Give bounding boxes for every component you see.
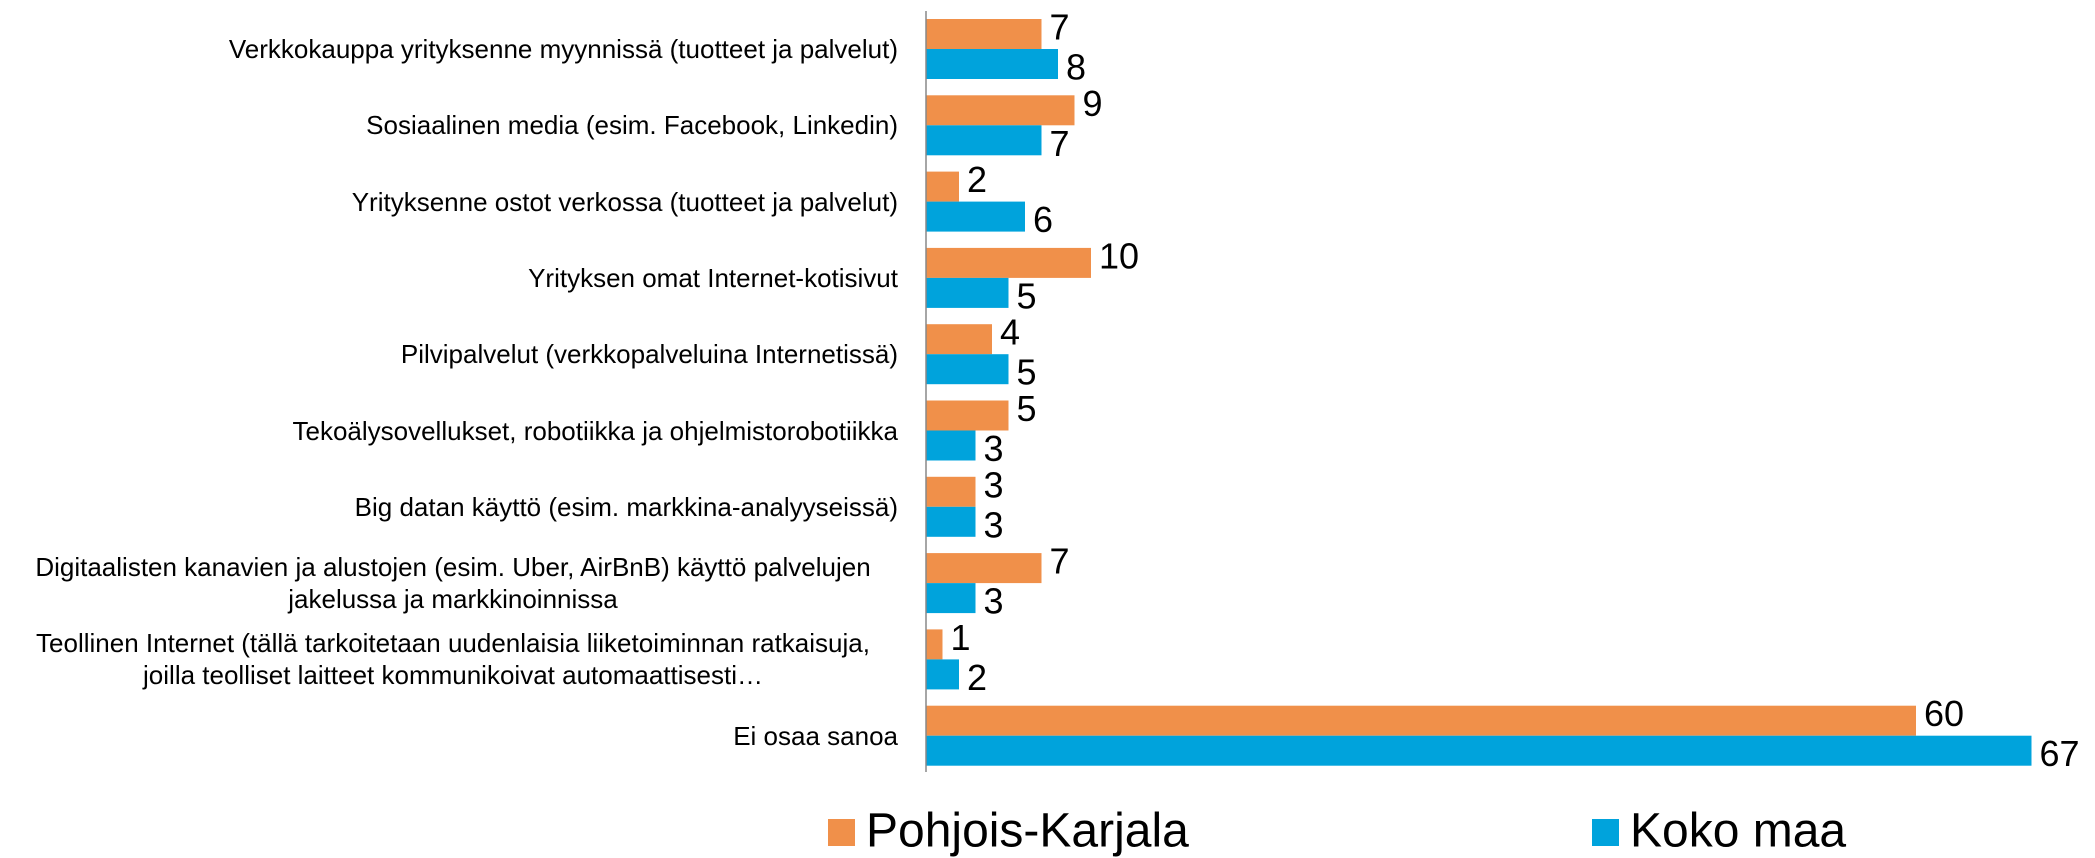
bar xyxy=(926,49,1058,79)
bar xyxy=(926,201,1025,232)
category-text: Yrityksen omat Internet-kotisivut xyxy=(528,262,898,293)
category-text: Teollinen Internet (tällä tarkoitetaan u… xyxy=(36,628,870,691)
bar xyxy=(926,354,1009,385)
data-label: 7 xyxy=(1050,123,1070,164)
category-text: Sosiaalinen media (esim. Facebook, Linke… xyxy=(366,110,898,141)
category-label: Ei osaa sanoa xyxy=(8,698,898,774)
category-label: Tekoälysovellukset, robotiikka ja ohjelm… xyxy=(8,393,898,469)
data-label: 5 xyxy=(1017,275,1037,316)
category-label: Pilvipalvelut (verkkopalveluina Internet… xyxy=(8,316,898,392)
bar xyxy=(926,400,1009,431)
data-label: 7 xyxy=(1050,541,1070,582)
data-label: 6 xyxy=(1033,199,1053,240)
data-label: 1 xyxy=(951,617,971,658)
category-label: Big datan käyttö (esim. markkina-analyys… xyxy=(8,469,898,545)
bar xyxy=(926,125,1042,156)
bar xyxy=(926,277,1009,308)
category-text: Big datan käyttö (esim. markkina-analyys… xyxy=(354,491,898,522)
data-label: 2 xyxy=(967,159,987,200)
category-text: Verkkokauppa yrityksenne myynnissä (tuot… xyxy=(228,34,898,64)
bar xyxy=(926,171,959,202)
data-label: 60 xyxy=(1924,693,1964,734)
category-text: Digitaalisten kanavien ja alustojen (esi… xyxy=(35,552,871,615)
category-label: Teollinen Internet (tällä tarkoitetaan u… xyxy=(8,621,898,697)
bar xyxy=(926,247,1091,278)
bar xyxy=(926,324,992,355)
bar xyxy=(926,430,976,461)
bar xyxy=(926,553,1042,584)
data-label: 5 xyxy=(1017,388,1037,429)
bar xyxy=(926,506,976,537)
category-text: Yrityksenne ostot verkossa (tuotteet ja … xyxy=(351,186,898,217)
category-text: Pilvipalvelut (verkkopalveluina Internet… xyxy=(400,339,898,370)
category-label: Digitaalisten kanavien ja alustojen (esi… xyxy=(8,545,898,621)
category-label: Yrityksenne ostot verkossa (tuotteet ja … xyxy=(8,164,898,240)
bar xyxy=(926,583,976,614)
data-label: 10 xyxy=(1099,235,1139,276)
legend-swatch xyxy=(1592,819,1619,846)
data-label: 4 xyxy=(1000,312,1020,353)
category-label: Sosiaalinen media (esim. Facebook, Linke… xyxy=(8,87,898,163)
data-label: 7 xyxy=(1050,7,1070,48)
data-label: 3 xyxy=(984,581,1004,622)
legend-label: Koko maa xyxy=(1630,805,1846,858)
bar xyxy=(926,629,943,660)
data-label: 8 xyxy=(1066,47,1086,88)
data-label: 67 xyxy=(2040,733,2080,774)
data-label: 3 xyxy=(984,504,1004,545)
category-label: Verkkokauppa yrityksenne myynnissä (tuot… xyxy=(8,11,898,87)
category-text: Ei osaa sanoa xyxy=(733,720,898,751)
category-text: Tekoälysovellukset, robotiikka ja ohjelm… xyxy=(292,415,898,446)
data-label: 5 xyxy=(1017,352,1037,393)
bar xyxy=(926,19,1042,49)
category-label: Yrityksen omat Internet-kotisivut xyxy=(8,240,898,316)
bar xyxy=(926,705,1916,736)
data-label: 2 xyxy=(967,657,987,698)
legend-swatch xyxy=(828,819,855,846)
legend-label: Pohjois-Karjala xyxy=(866,805,1189,858)
data-label: 3 xyxy=(984,428,1004,469)
bar xyxy=(926,735,2032,766)
bar xyxy=(926,95,1075,126)
data-label: 3 xyxy=(984,464,1004,505)
bar xyxy=(926,659,959,690)
data-label: 9 xyxy=(1083,83,1103,124)
bar xyxy=(926,476,976,507)
